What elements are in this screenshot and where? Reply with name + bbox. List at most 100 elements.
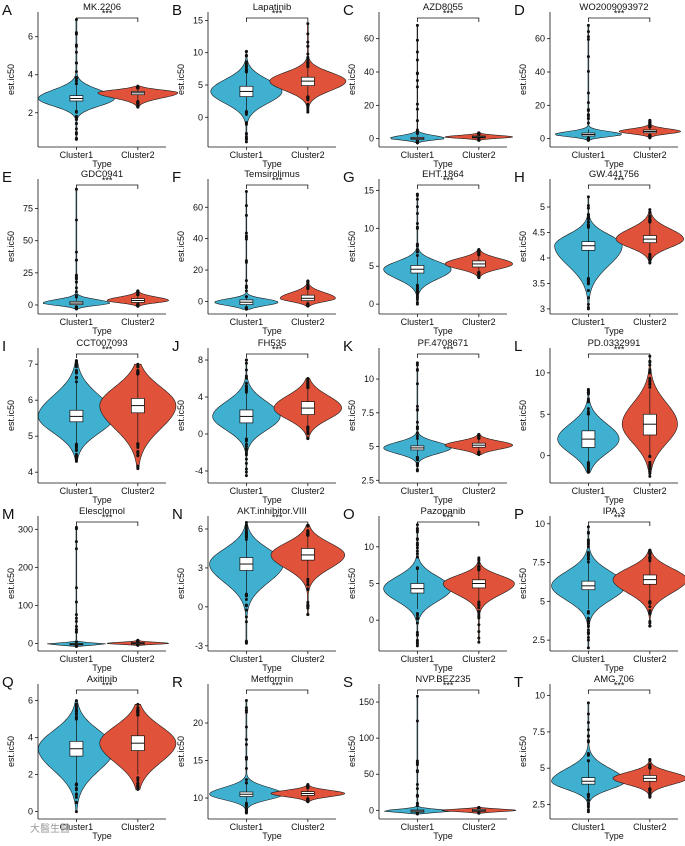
- outlier-point: [648, 214, 652, 218]
- significance-bracket: [76, 521, 139, 526]
- panel-h: H GW.441756 3 3.5 4 4.5 5 est.ic50 Cluster1 Clust…: [514, 169, 684, 336]
- y-tick-label: 20: [535, 100, 545, 110]
- outlier-point: [74, 76, 78, 80]
- outlier-point: [244, 388, 248, 392]
- significance-label: ***: [443, 345, 454, 355]
- panel-title: PD.0332991: [588, 338, 641, 349]
- y-tick-label: 2.5: [532, 635, 545, 645]
- outlier-point: [415, 719, 419, 723]
- significance-label: ***: [272, 681, 283, 691]
- x-tick-label-2: Cluster2: [633, 486, 667, 496]
- outlier-point: [415, 250, 419, 254]
- y-tick-label: 40: [364, 67, 374, 77]
- panel-title: Elesclomol: [79, 506, 125, 517]
- outlier-point: [74, 276, 78, 280]
- y-tick-label: 20: [193, 718, 203, 728]
- panel-title: MK.2206: [83, 2, 121, 13]
- outlier-point: [477, 640, 481, 644]
- outlier-point: [74, 44, 78, 48]
- panel-q: Q Axitinib 0 2 4 6 est.ic50 Cluster1 Cluster2 Typ…: [2, 674, 177, 841]
- watermark-text: 大醫生醫: [30, 822, 70, 835]
- y-tick-label: 6: [28, 32, 33, 42]
- outlier-point: [648, 557, 652, 561]
- outlier-point: [648, 465, 652, 469]
- outlier-point: [74, 625, 78, 629]
- outlier-point: [586, 138, 590, 142]
- outlier-point: [648, 474, 652, 478]
- panel-letter: S: [343, 674, 353, 691]
- outlier-point: [586, 538, 590, 542]
- panel-letter: G: [343, 169, 355, 186]
- outlier-point: [648, 219, 652, 223]
- panel-title: PF.4708671: [418, 338, 469, 349]
- panel-letter: O: [343, 506, 355, 523]
- outlier-point: [415, 85, 419, 89]
- y-tick-label: 3: [540, 304, 545, 314]
- panel-title: EHT.1864: [422, 169, 464, 180]
- outlier-point: [74, 640, 78, 644]
- y-tick-label: 50: [23, 236, 33, 246]
- outlier-point: [74, 127, 78, 131]
- outlier-point: [136, 105, 140, 109]
- panel-letter: F: [172, 169, 181, 186]
- outlier-point: [415, 102, 419, 106]
- outlier-point: [136, 787, 140, 791]
- outlier-point: [586, 69, 590, 73]
- outlier-point: [586, 407, 590, 411]
- x-axis-label: Type: [262, 831, 282, 841]
- x-tick-label-1: Cluster1: [401, 150, 435, 160]
- outlier-point: [136, 702, 140, 706]
- outlier-point: [586, 465, 590, 469]
- y-tick-label: 7: [28, 359, 33, 369]
- outlier-point: [306, 582, 310, 586]
- outlier-point: [306, 62, 310, 66]
- outlier-point: [306, 22, 310, 26]
- outlier-point: [415, 197, 419, 201]
- outlier-point: [586, 632, 590, 636]
- outlier-point: [648, 360, 652, 364]
- significance-label: ***: [102, 345, 113, 355]
- significance-label: ***: [443, 9, 454, 19]
- outlier-point: [306, 52, 310, 56]
- x-axis-label: Type: [604, 831, 624, 841]
- significance-bracket: [246, 689, 309, 694]
- outlier-point: [244, 803, 248, 807]
- outlier-point: [74, 810, 78, 814]
- x-tick-label-1: Cluster1: [230, 150, 264, 160]
- outlier-point: [244, 467, 248, 471]
- x-tick-label-2: Cluster2: [462, 822, 496, 832]
- x-axis-label: Type: [92, 159, 112, 169]
- outlier-point: [586, 802, 590, 806]
- panel-title: NVP.BEZ235: [415, 674, 470, 685]
- y-tick-label: 20: [364, 100, 374, 110]
- outlier-point: [74, 717, 78, 721]
- y-axis-label: est.ic50: [518, 231, 528, 262]
- outlier-point: [586, 296, 590, 300]
- y-axis-label: est.ic50: [518, 736, 528, 767]
- outlier-point: [136, 464, 140, 468]
- outlier-point: [648, 376, 652, 380]
- panel-letter: B: [172, 2, 182, 19]
- significance-bracket: [417, 17, 480, 22]
- outlier-point: [306, 104, 310, 108]
- outlier-point: [74, 187, 78, 191]
- y-axis-label: est.ic50: [518, 568, 528, 599]
- outlier-point: [136, 782, 140, 786]
- y-tick-label: 200: [18, 562, 33, 572]
- outlier-point: [244, 190, 248, 194]
- panel-t: T AMG.706 2.5 5 7.5 10 est.ic50 Cluster1 Cluster…: [514, 674, 685, 841]
- outlier-point: [415, 107, 419, 111]
- y-axis-label: est.ic50: [6, 736, 16, 767]
- outlier-point: [74, 218, 78, 222]
- outlier-point: [136, 706, 140, 710]
- outlier-point: [415, 119, 419, 123]
- outlier-point: [586, 734, 590, 738]
- significance-bracket: [417, 521, 480, 526]
- panel-title: WO2009093972: [579, 2, 648, 13]
- significance-bracket: [588, 17, 651, 22]
- outlier-point: [136, 371, 140, 375]
- outlier-point: [244, 442, 248, 446]
- outlier-point: [74, 699, 78, 703]
- outlier-point: [136, 304, 140, 308]
- x-axis-label: Type: [433, 159, 453, 169]
